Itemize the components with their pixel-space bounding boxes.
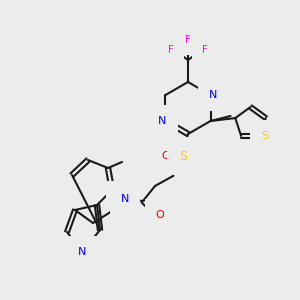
Text: N: N — [121, 194, 129, 204]
Text: O: O — [156, 210, 164, 220]
Text: F: F — [185, 35, 191, 45]
Text: N: N — [78, 247, 86, 257]
Text: S: S — [179, 149, 187, 163]
Text: N: N — [158, 116, 167, 126]
Text: S: S — [261, 131, 268, 141]
Text: H: H — [80, 255, 88, 265]
Text: F: F — [202, 45, 208, 55]
Text: O: O — [192, 161, 200, 171]
Text: H: H — [115, 191, 123, 201]
Text: N: N — [209, 90, 218, 100]
Text: O: O — [162, 151, 170, 161]
Text: F: F — [168, 45, 174, 55]
